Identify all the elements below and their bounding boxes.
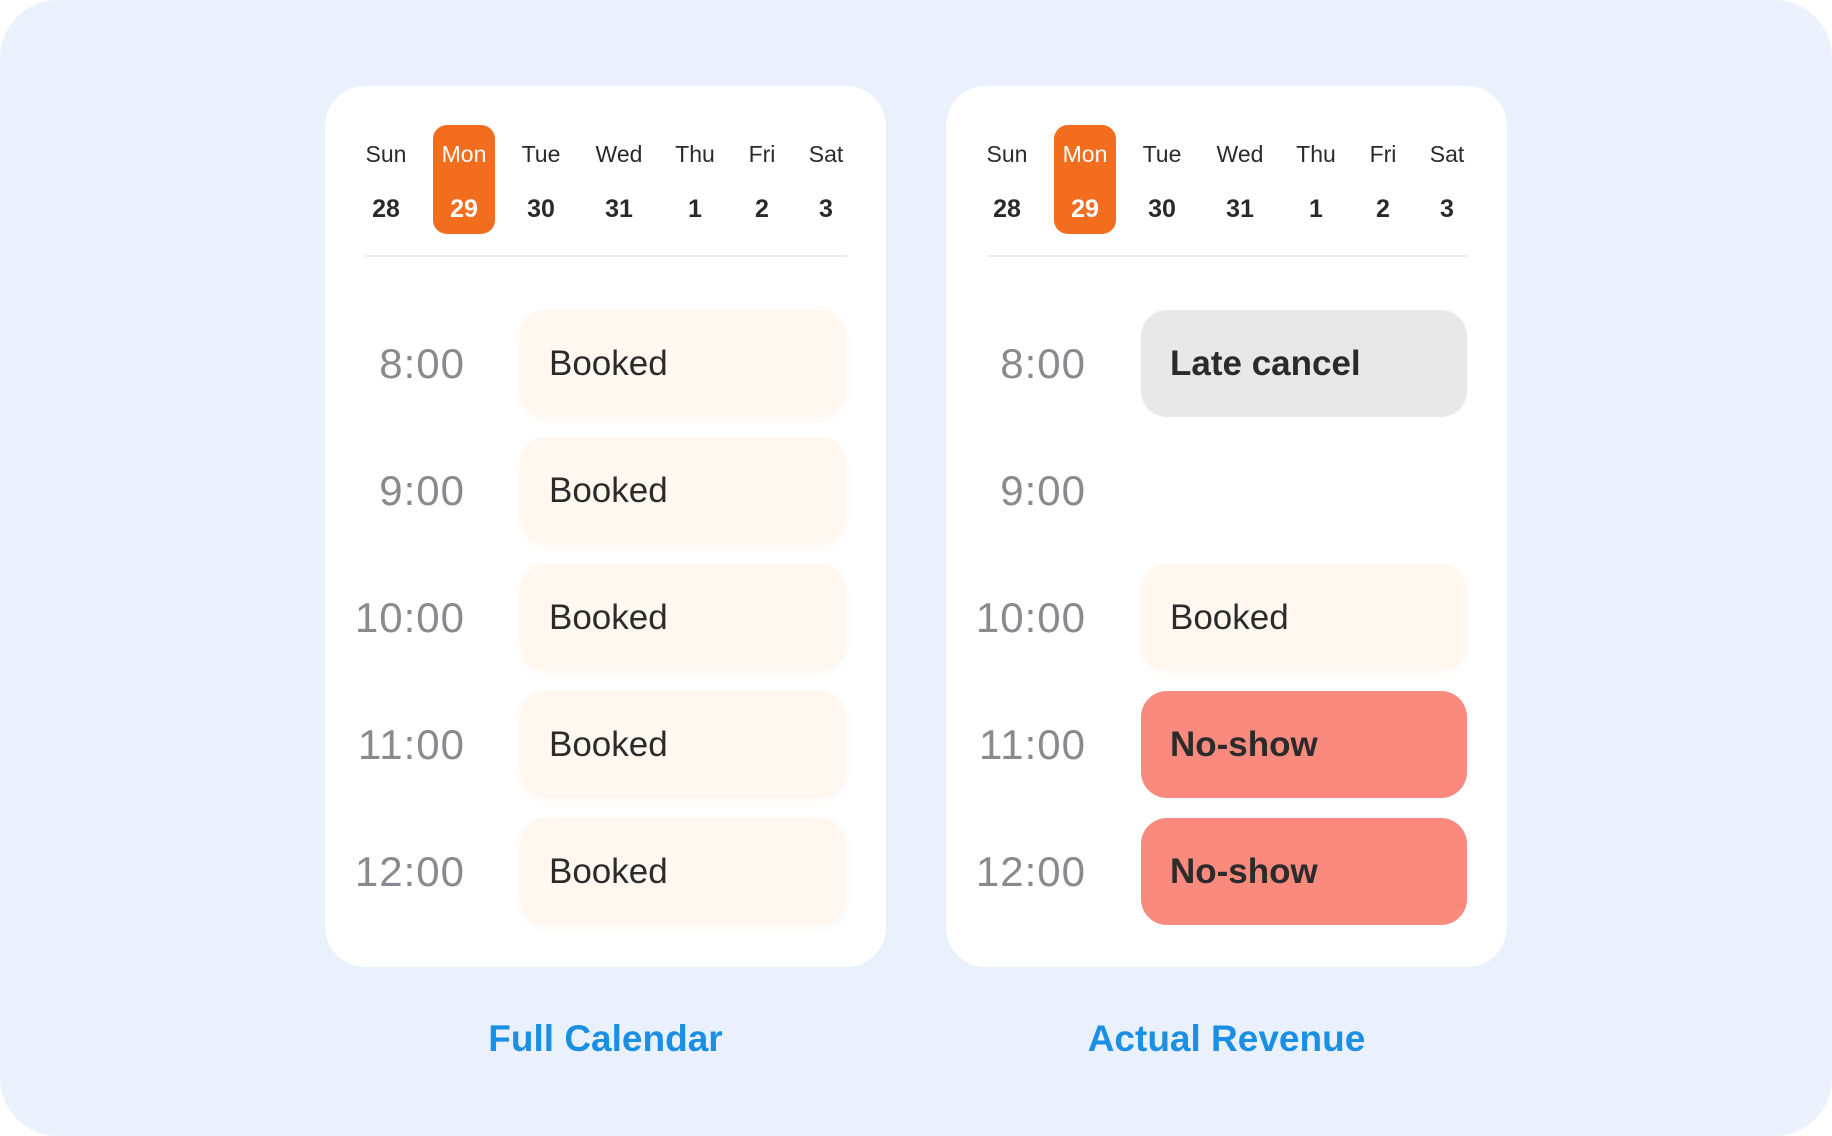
day-date: 1 [1309, 195, 1323, 223]
slot-booked[interactable]: Booked [520, 818, 846, 925]
day-date: 29 [1071, 195, 1099, 223]
slot-no-show[interactable]: No-show [1141, 818, 1467, 925]
time-label: 10:00 [354, 594, 465, 641]
day-sun[interactable]: Sun 28 [355, 125, 417, 234]
day-name: Wed [595, 141, 643, 167]
day-tue[interactable]: Tue 30 [510, 125, 572, 234]
day-date: 3 [1440, 195, 1454, 223]
day-date: 28 [372, 195, 400, 223]
full-calendar-card: Sun 28 Mon 29 Tue 30 Wed 31 Thu 1 Fri 2 Sat 3 8:00 Book… [325, 86, 886, 967]
slot-booked[interactable]: Booked [520, 310, 846, 417]
day-date: 31 [1226, 195, 1254, 223]
day-name: Fri [1369, 141, 1397, 167]
time-label: 12:00 [354, 848, 465, 895]
day-sat[interactable]: Sat 3 [795, 125, 857, 234]
day-fri[interactable]: Fri 2 [1352, 125, 1414, 234]
day-tue[interactable]: Tue 30 [1131, 125, 1193, 234]
day-sat[interactable]: Sat 3 [1416, 125, 1478, 234]
day-name: Thu [1296, 141, 1336, 167]
day-date: 2 [755, 195, 769, 223]
day-mon[interactable]: Mon 29 [1054, 125, 1116, 234]
day-name: Sat [1429, 141, 1465, 167]
day-name: Tue [521, 141, 561, 167]
day-fri[interactable]: Fri 2 [731, 125, 793, 234]
day-name: Thu [675, 141, 715, 167]
time-label: 12:00 [975, 848, 1086, 895]
time-label: 8:00 [1000, 340, 1086, 387]
header-divider [987, 255, 1468, 257]
day-date: 30 [527, 195, 555, 223]
time-label: 11:00 [979, 721, 1086, 768]
day-date: 1 [688, 195, 702, 223]
day-mon[interactable]: Mon 29 [433, 125, 495, 234]
day-name: Sun [986, 141, 1028, 167]
day-name: Tue [1142, 141, 1182, 167]
slot-late-cancel[interactable]: Late cancel [1141, 310, 1467, 417]
slot-booked[interactable]: Booked [520, 437, 846, 544]
slot-booked[interactable]: Booked [520, 691, 846, 798]
day-name: Mon [441, 141, 487, 167]
day-date: 2 [1376, 195, 1390, 223]
day-wed[interactable]: Wed 31 [1209, 125, 1271, 234]
day-thu[interactable]: Thu 1 [1285, 125, 1347, 234]
day-date: 30 [1148, 195, 1176, 223]
day-name: Wed [1216, 141, 1264, 167]
actual-revenue-calendar-card: Sun 28 Mon 29 Tue 30 Wed 31 Thu 1 Fri 2 Sat 3 8:00 Late… [946, 86, 1507, 967]
day-thu[interactable]: Thu 1 [664, 125, 726, 234]
header-divider [366, 255, 847, 257]
time-label: 8:00 [379, 340, 465, 387]
day-name: Sat [808, 141, 844, 167]
time-label: 10:00 [975, 594, 1086, 641]
time-label: 11:00 [358, 721, 465, 768]
day-name: Fri [748, 141, 776, 167]
day-sun[interactable]: Sun 28 [976, 125, 1038, 234]
time-label: 9:00 [1000, 467, 1086, 514]
day-name: Mon [1062, 141, 1108, 167]
slot-booked[interactable]: Booked [1141, 564, 1467, 671]
day-date: 29 [450, 195, 478, 223]
actual-revenue-caption: Actual Revenue [1087, 1018, 1366, 1059]
time-label: 9:00 [379, 467, 465, 514]
day-wed[interactable]: Wed 31 [588, 125, 650, 234]
slot-booked[interactable]: Booked [520, 564, 846, 671]
day-name: Sun [365, 141, 407, 167]
day-date: 3 [819, 195, 833, 223]
day-date: 28 [993, 195, 1021, 223]
slot-no-show[interactable]: No-show [1141, 691, 1467, 798]
full-calendar-caption: Full Calendar [488, 1018, 723, 1059]
day-date: 31 [605, 195, 633, 223]
